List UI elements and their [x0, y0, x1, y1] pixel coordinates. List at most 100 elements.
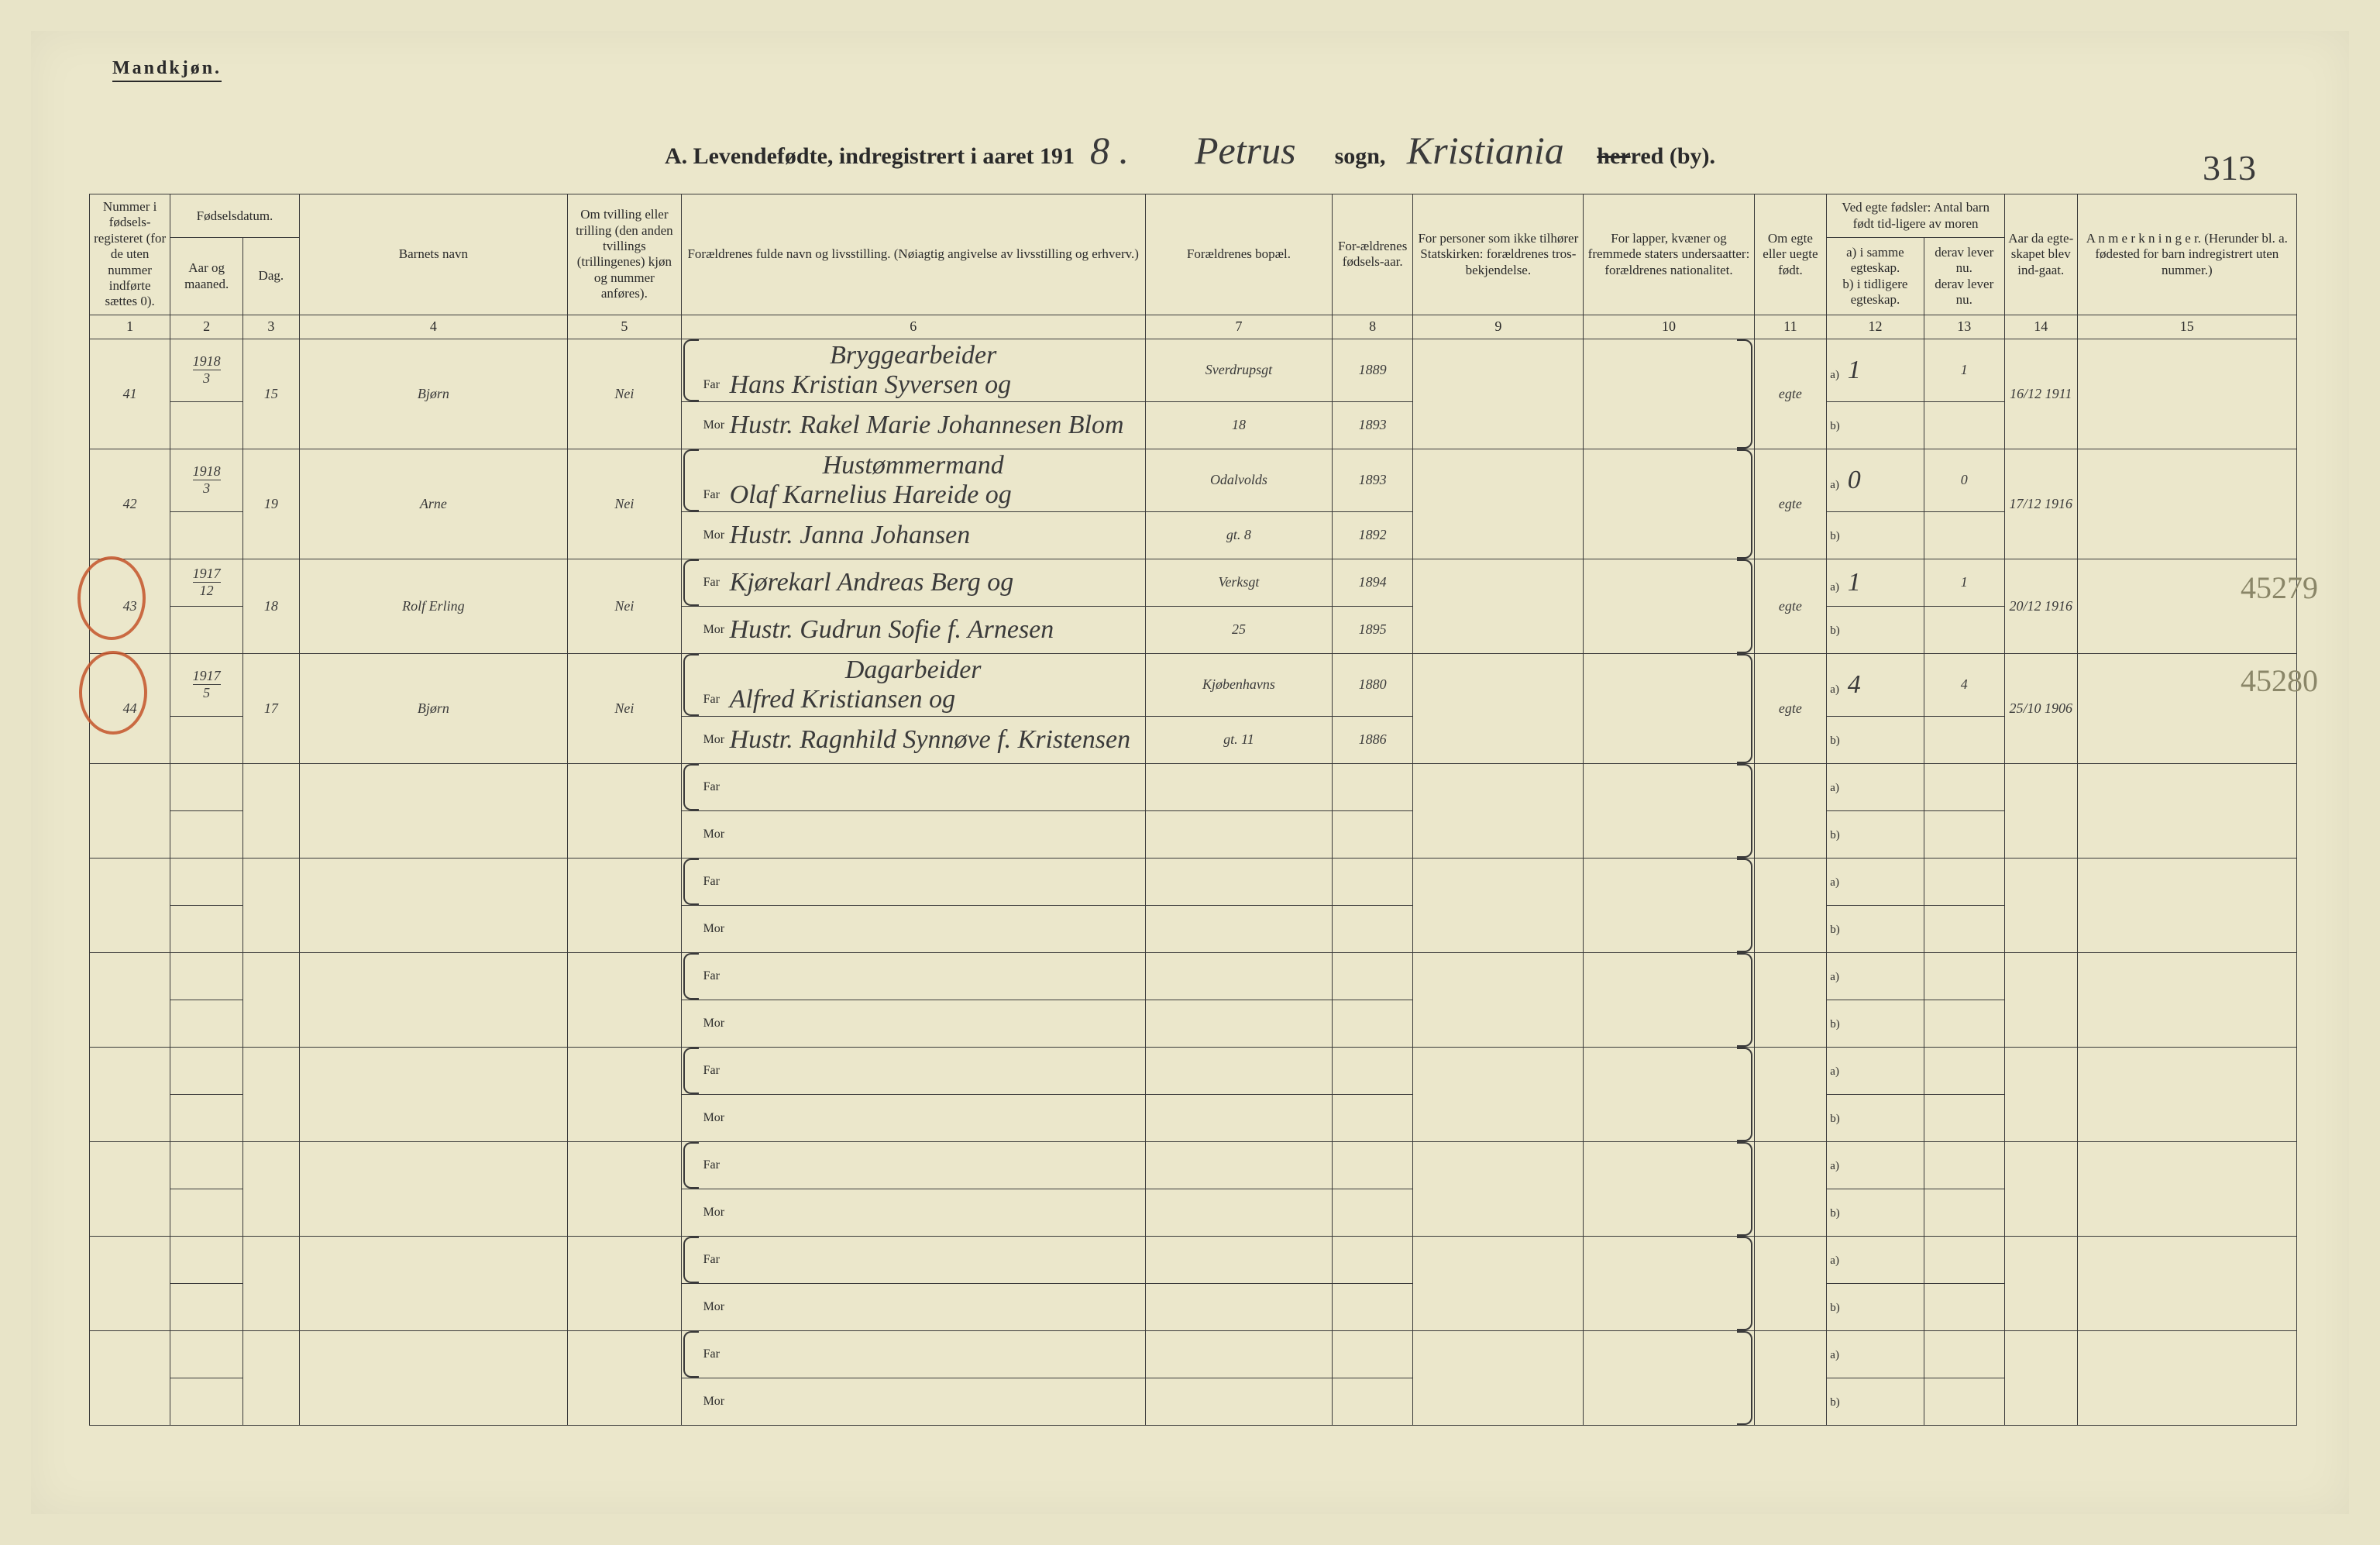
parents-mor: Mor Hustr. Gudrun Sofie f. Arnesen — [681, 606, 1145, 653]
parents-mor: Mor Hustr. Rakel Marie Johannesen Blom — [681, 401, 1145, 449]
married-date: 17/12 1916 — [2004, 449, 2077, 559]
herred-by: herred (by). — [1597, 143, 1715, 169]
children-a-living: 4 — [1924, 653, 2004, 716]
ledger-table: Nummer i fødsels-registeret (for de uten… — [89, 194, 2297, 1426]
empty-row-far: Far a) — [90, 1047, 2297, 1094]
father-year: 1880 — [1333, 653, 1413, 716]
father-year: 1889 — [1333, 339, 1413, 401]
entry-year: 19183 — [170, 339, 243, 401]
children-b-living — [1924, 716, 2004, 763]
col-11-header: Om egte eller uegte født. — [1754, 194, 1827, 315]
col-5-header: Om tvilling eller trilling (den anden tv… — [568, 194, 681, 315]
entry-day: 18 — [243, 559, 300, 653]
children-a: a) 0 — [1827, 449, 1924, 511]
parish-name: Petrus — [1179, 129, 1312, 172]
entry-month-blank — [170, 511, 243, 559]
children-b-living — [1924, 606, 2004, 653]
children-a-living: 1 — [1924, 339, 2004, 401]
parents-far: Far Kjørekarl Andreas Berg og — [681, 559, 1145, 606]
year-suffix: 8 . — [1075, 129, 1144, 172]
empty-row-far: Far a) — [90, 763, 2297, 810]
ledger-page: Mandkjøn. A. Levendefødte, indregistrert… — [31, 31, 2349, 1514]
entry-row-far: 42 19183 19 Arne Nei Hustømmermand Far O… — [90, 449, 2297, 511]
parents-mor: Mor Hustr. Ragnhild Synnøve f. Kristense… — [681, 716, 1145, 763]
address-far: Sverdrupsgt — [1145, 339, 1332, 401]
entry-month-blank — [170, 401, 243, 449]
children-a: a) 1 — [1827, 339, 1924, 401]
col-6-header: Forældrenes fulde navn og livsstilling. … — [681, 194, 1145, 315]
children-b: b) — [1827, 716, 1924, 763]
entry-day: 15 — [243, 339, 300, 449]
children-b: b) — [1827, 401, 1924, 449]
address-mor: gt. 11 — [1145, 716, 1332, 763]
father-year: 1894 — [1333, 559, 1413, 606]
col-3-header: Dag. — [243, 238, 300, 315]
entry-row-far: 41 19183 15 Bjørn Nei Bryggearbeider Far… — [90, 339, 2297, 401]
col-10-header: For lapper, kvæner og fremmede staters u… — [1584, 194, 1754, 315]
address-far: Verksgt — [1145, 559, 1332, 606]
entry-day: 19 — [243, 449, 300, 559]
city-name: Kristiania — [1391, 129, 1580, 172]
child-name: Arne — [299, 449, 568, 559]
entry-month-blank — [170, 716, 243, 763]
col-2-3-header: Fødselsdatum. — [170, 194, 299, 238]
col-7-header: Forældrenes bopæl. — [1145, 194, 1332, 315]
col-14-header: Aar da egte-skapet blev ind-gaat. — [2004, 194, 2077, 315]
twin: Nei — [568, 559, 681, 653]
remarks — [2077, 339, 2296, 449]
address-far: Odalvolds — [1145, 449, 1332, 511]
children-a-living: 0 — [1924, 449, 2004, 511]
col-12-header: a) i samme egteskap. b) i tidligere egte… — [1827, 238, 1924, 315]
children-b-living — [1924, 511, 2004, 559]
children-a-living: 1 — [1924, 559, 2004, 606]
legitimacy: egte — [1754, 559, 1827, 653]
married-date: 20/12 1916 — [2004, 559, 2077, 653]
parents-mor: Mor Hustr. Janna Johansen — [681, 511, 1145, 559]
col-9-header: For personer som ikke tilhører Statskirk… — [1413, 194, 1584, 315]
legitimacy: egte — [1754, 449, 1827, 559]
red-circle-annotation — [77, 556, 146, 640]
empty-row-far: Far a) — [90, 952, 2297, 1000]
children-a: a) 1 — [1827, 559, 1924, 606]
mother-year: 1895 — [1333, 606, 1413, 653]
empty-row-far: Far a) — [90, 1141, 2297, 1189]
address-mor: 18 — [1145, 401, 1332, 449]
address-mor: 25 — [1145, 606, 1332, 653]
entry-row-far: 43 191712 18 Rolf Erling Nei Far Kjøreka… — [90, 559, 2297, 606]
remarks — [2077, 449, 2296, 559]
sogn-label: sogn, — [1335, 143, 1386, 169]
entry-month-blank — [170, 606, 243, 653]
column-numbers: 1 2 3 4 5 6 7 8 9 10 11 12 13 14 15 — [90, 315, 2297, 339]
page-number: 313 — [2203, 147, 2256, 188]
col-12-13-header: Ved egte fødsler: Antal barn født tid-li… — [1827, 194, 2005, 238]
children-b: b) — [1827, 606, 1924, 653]
col-15-header: A n m e r k n i n g e r. (Herunder bl. a… — [2077, 194, 2296, 315]
col-13-header: derav lever nu. derav lever nu. — [1924, 238, 2004, 315]
children-a: a) 4 — [1827, 653, 1924, 716]
twin: Nei — [568, 339, 681, 449]
address-mor: gt. 8 — [1145, 511, 1332, 559]
religion — [1413, 653, 1584, 763]
children-b-living — [1924, 401, 2004, 449]
nationality — [1584, 449, 1754, 559]
father-year: 1893 — [1333, 449, 1413, 511]
parents-far: Dagarbeider Far Alfred Kristiansen og — [681, 653, 1145, 716]
married-date: 16/12 1911 — [2004, 339, 2077, 449]
table-header: Nummer i fødsels-registeret (for de uten… — [90, 194, 2297, 339]
twin: Nei — [568, 449, 681, 559]
twin: Nei — [568, 653, 681, 763]
side-annotation: 45280 — [2241, 662, 2318, 699]
entry-number: 42 — [90, 449, 170, 559]
red-circle-annotation — [79, 651, 147, 735]
empty-row-far: Far a) — [90, 1236, 2297, 1283]
empty-row-far: Far a) — [90, 1330, 2297, 1378]
gender-label: Mandkjøn. — [112, 58, 222, 82]
entry-year: 19175 — [170, 653, 243, 716]
table-body: 41 19183 15 Bjørn Nei Bryggearbeider Far… — [90, 339, 2297, 1425]
title-prefix: A. Levendefødte, indregistrert i aaret 1… — [665, 143, 1075, 169]
child-name: Rolf Erling — [299, 559, 568, 653]
parents-far: Bryggearbeider Far Hans Kristian Syverse… — [681, 339, 1145, 401]
religion — [1413, 559, 1584, 653]
mother-year: 1886 — [1333, 716, 1413, 763]
nationality — [1584, 339, 1754, 449]
